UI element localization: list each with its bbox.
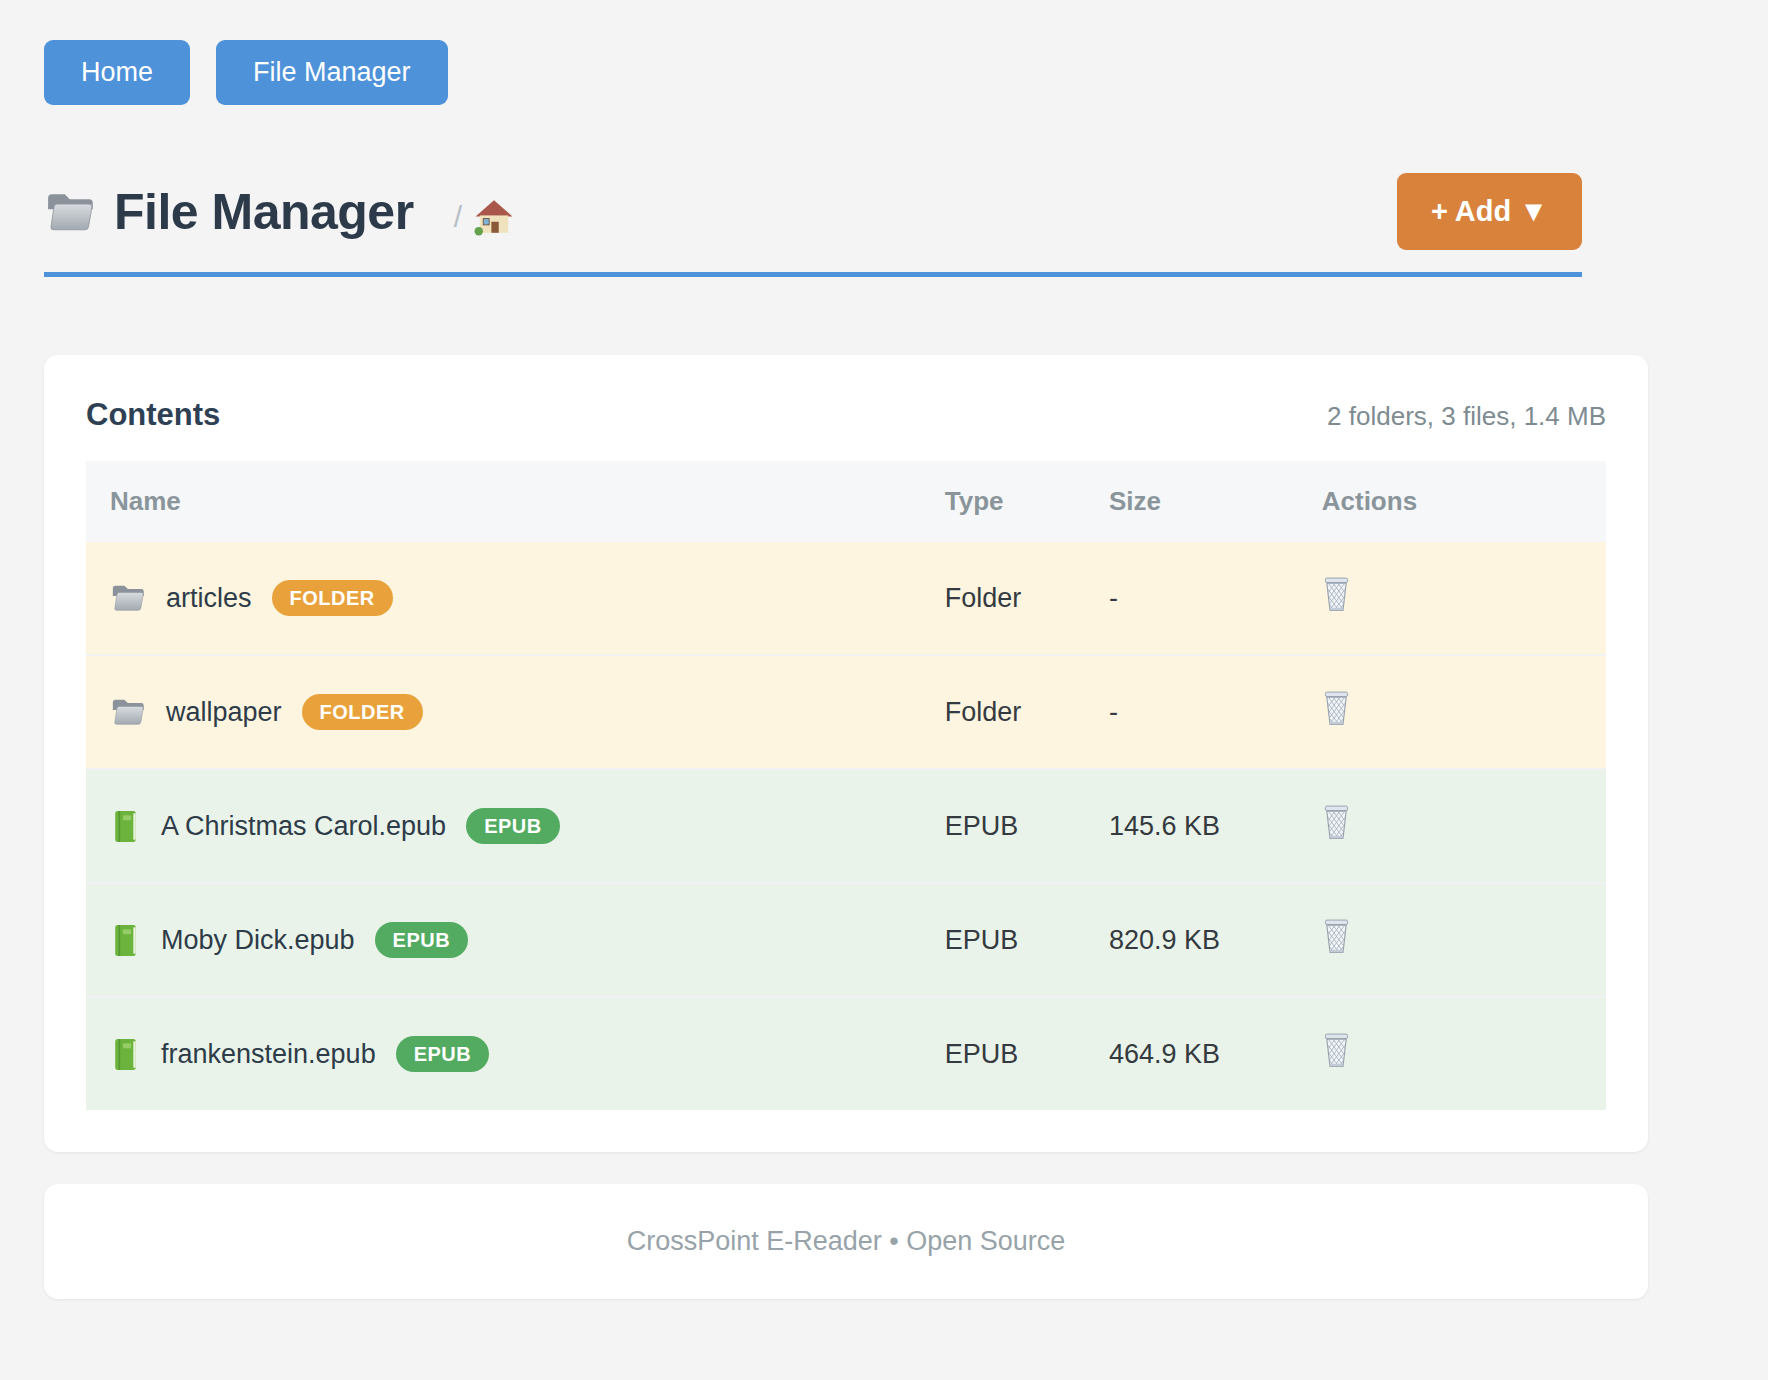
epub-badge: EPUB xyxy=(375,922,469,958)
trash-icon xyxy=(1322,576,1351,613)
contents-card-header: Contents 2 folders, 3 files, 1.4 MB xyxy=(86,397,1606,433)
file-size: - xyxy=(1109,542,1322,655)
contents-summary: 2 folders, 3 files, 1.4 MB xyxy=(1327,401,1606,432)
footer: CrossPoint E-Reader • Open Source xyxy=(44,1184,1648,1299)
table-row-christmas-carol[interactable]: A Christmas Carol.epub EPUB EPUB 145.6 K… xyxy=(86,769,1606,883)
breadcrumb-separator: / xyxy=(454,200,462,234)
file-manager-button[interactable]: File Manager xyxy=(216,40,448,105)
epub-badge: EPUB xyxy=(396,1036,490,1072)
file-size: 145.6 KB xyxy=(1109,769,1322,883)
file-name[interactable]: wallpaper xyxy=(166,697,282,728)
page-header: File Manager / + Add ▼ xyxy=(44,173,1582,277)
folder-icon xyxy=(110,582,146,614)
trash-icon xyxy=(1322,1032,1351,1069)
file-table: Name Type Size Actions articles FOLDER F… xyxy=(86,461,1606,1110)
contents-heading: Contents xyxy=(86,397,220,433)
table-row-moby-dick[interactable]: Moby Dick.epub EPUB EPUB 820.9 KB xyxy=(86,883,1606,997)
table-row-articles[interactable]: articles FOLDER Folder - xyxy=(86,542,1606,655)
column-header-actions: Actions xyxy=(1322,461,1606,542)
file-type: Folder xyxy=(945,655,1109,769)
green-book-icon xyxy=(110,1037,141,1072)
table-row-frankenstein[interactable]: frankenstein.epub EPUB EPUB 464.9 KB xyxy=(86,997,1606,1110)
folder-badge: FOLDER xyxy=(272,580,393,616)
folder-badge: FOLDER xyxy=(302,694,423,730)
page-title: File Manager xyxy=(114,183,414,241)
delete-button[interactable] xyxy=(1322,690,1351,727)
delete-button[interactable] xyxy=(1322,804,1351,841)
column-header-type: Type xyxy=(945,461,1109,542)
trash-icon xyxy=(1322,804,1351,841)
trash-icon xyxy=(1322,690,1351,727)
folder-icon xyxy=(110,696,146,728)
file-type: EPUB xyxy=(945,997,1109,1110)
file-size: 464.9 KB xyxy=(1109,997,1322,1110)
trash-icon xyxy=(1322,918,1351,955)
file-name[interactable]: A Christmas Carol.epub xyxy=(161,811,446,842)
contents-card: Contents 2 folders, 3 files, 1.4 MB Name… xyxy=(44,355,1648,1152)
footer-text: CrossPoint E-Reader • Open Source xyxy=(86,1226,1606,1257)
column-header-name: Name xyxy=(86,461,945,542)
file-type: EPUB xyxy=(945,769,1109,883)
house-icon[interactable] xyxy=(474,198,514,236)
delete-button[interactable] xyxy=(1322,1032,1351,1069)
add-button[interactable]: + Add ▼ xyxy=(1397,173,1582,250)
breadcrumb: / xyxy=(454,198,514,236)
file-size: - xyxy=(1109,655,1322,769)
green-book-icon xyxy=(110,809,141,844)
file-type: EPUB xyxy=(945,883,1109,997)
delete-button[interactable] xyxy=(1322,576,1351,613)
folder-icon xyxy=(44,190,96,234)
delete-button[interactable] xyxy=(1322,918,1351,955)
file-type: Folder xyxy=(945,542,1109,655)
file-name[interactable]: frankenstein.epub xyxy=(161,1039,376,1070)
epub-badge: EPUB xyxy=(466,808,560,844)
top-nav: Home File Manager xyxy=(44,40,1768,105)
file-name[interactable]: Moby Dick.epub xyxy=(161,925,355,956)
file-name[interactable]: articles xyxy=(166,583,252,614)
home-button[interactable]: Home xyxy=(44,40,190,105)
table-row-wallpaper[interactable]: wallpaper FOLDER Folder - xyxy=(86,655,1606,769)
page: Home File Manager File Manager / + Add ▼… xyxy=(0,0,1768,1369)
green-book-icon xyxy=(110,923,141,958)
title-wrap: File Manager / xyxy=(44,183,514,241)
table-header-row: Name Type Size Actions xyxy=(86,461,1606,542)
column-header-size: Size xyxy=(1109,461,1322,542)
file-size: 820.9 KB xyxy=(1109,883,1322,997)
